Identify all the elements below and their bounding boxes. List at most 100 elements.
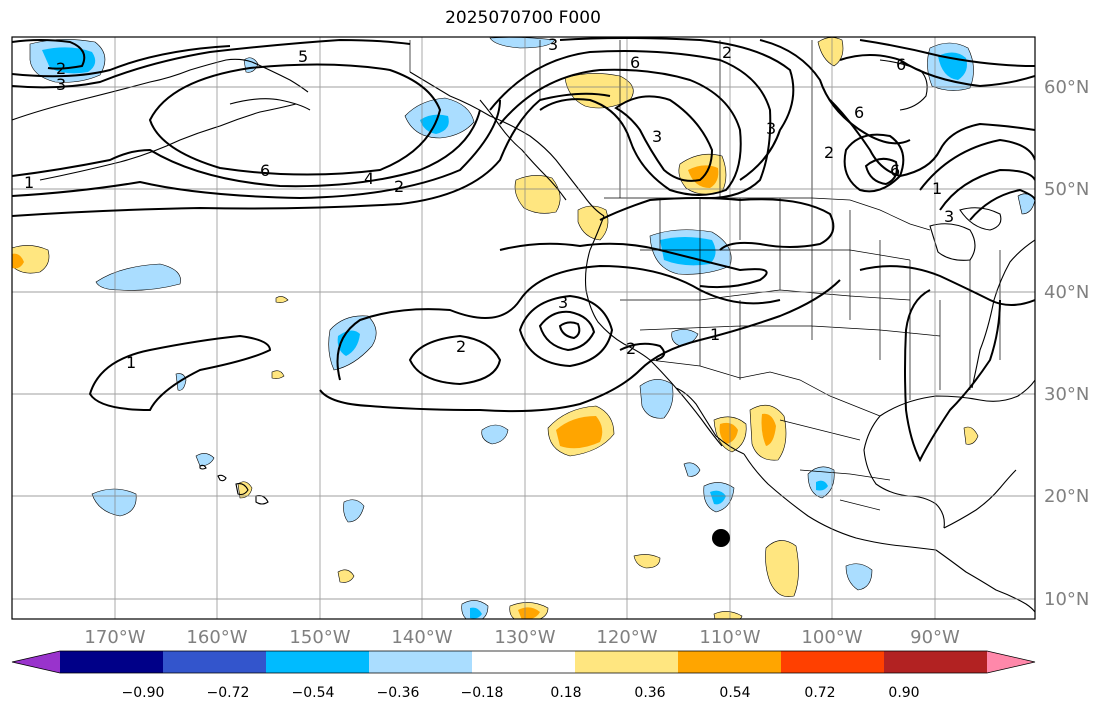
gulf-coast: [863, 379, 1035, 529]
atlantic-coast: [971, 239, 1035, 389]
cbar-tick-label: −0.90: [122, 685, 165, 701]
lat-label-10n: 10°N: [1044, 589, 1089, 610]
lon-label-90w: 90°W: [910, 627, 960, 648]
contour-line: [499, 68, 742, 196]
contour-line: [148, 63, 442, 176]
alaska-south-coast: [409, 71, 605, 217]
colorbar-segment: [60, 651, 164, 673]
anomaly-area: [489, 37, 556, 49]
anomaly-area: [470, 607, 482, 619]
contour-label: 6: [630, 53, 640, 72]
contour-line: [619, 342, 666, 361]
anomaly-area: [518, 607, 540, 619]
contour-line: [614, 95, 714, 182]
anomaly-area: [713, 611, 743, 619]
hawaii-islands: [199, 464, 269, 505]
storm-center-dot: [712, 529, 730, 547]
southeast-alaska-islands: [479, 99, 567, 201]
contour-line: [12, 109, 481, 188]
contour-line: [599, 197, 835, 251]
contour-line: [319, 279, 841, 413]
anomaly-area: [91, 488, 137, 517]
central-america-coast: [935, 549, 1035, 613]
anomaly-area: [765, 540, 799, 597]
canada-province-lines: [539, 40, 813, 198]
anomaly-area: [271, 370, 285, 379]
longitude-axis-labels: 170°W 160°W 150°W 140°W 130°W 120°W 110°…: [84, 627, 960, 648]
anomaly-area: [845, 563, 873, 591]
political-borders: [409, 40, 1001, 511]
anomaly-area: [12, 245, 50, 274]
anomaly-area: [761, 413, 776, 446]
anomaly-area: [175, 373, 187, 391]
cbar-tick-label: −0.18: [461, 685, 504, 701]
anomaly-area: [719, 422, 738, 444]
lat-label-40n: 40°N: [1044, 282, 1089, 303]
contour-label: 2: [626, 339, 636, 358]
cbar-tick-label: −0.72: [207, 685, 250, 701]
coastlines: [12, 58, 1035, 613]
contour-line: [558, 321, 581, 340]
contour-label: 4: [364, 169, 374, 188]
lat-label-60n: 60°N: [1044, 77, 1089, 98]
contour-line: [518, 294, 614, 368]
contour-label: 6: [854, 103, 864, 122]
contour-label: 1: [710, 325, 720, 344]
map-frame: [11, 36, 1036, 620]
anomaly-area: [556, 416, 603, 449]
contour-label: 2: [56, 59, 66, 78]
anomaly-area: [683, 462, 701, 477]
contour-line: [939, 168, 1035, 211]
shaded-anomaly-areas: [12, 37, 1035, 619]
colorbar-segment: [163, 651, 267, 673]
cbar-tick-label: 0.72: [804, 685, 835, 701]
colorbar-segment: [472, 651, 576, 673]
lon-label-130w: 130°W: [494, 627, 555, 648]
contour-line: [336, 264, 781, 381]
contour-label: 3: [652, 127, 662, 146]
anomaly-area: [817, 37, 844, 67]
contour-label: 3: [558, 293, 568, 312]
anomaly-area: [660, 237, 716, 266]
contour-line: [12, 99, 501, 200]
anomaly-area: [195, 453, 215, 467]
contour-line: [969, 188, 1035, 221]
contour-line: [759, 39, 911, 145]
contour-label: 3: [56, 75, 66, 94]
contour-label: 2: [456, 337, 466, 356]
yucatan-coast: [943, 469, 1017, 529]
contour-label: 3: [766, 119, 776, 138]
colorbar-extend-low: [12, 651, 60, 673]
contour-label: 6: [890, 161, 900, 180]
contour-line: [559, 37, 795, 181]
contour-line: [839, 54, 1035, 88]
contour-label: 6: [896, 55, 906, 74]
great-lakes: [929, 207, 1002, 261]
lon-label-120w: 120°W: [596, 627, 657, 648]
gridlines: [12, 37, 1035, 619]
contour-lines: [12, 37, 1035, 463]
contour-label: 2: [824, 143, 834, 162]
latitude-axis-labels: 60°N 50°N 40°N 30°N 20°N 10°N: [1044, 77, 1089, 610]
colorbar-segment: [678, 651, 782, 673]
anomaly-area: [577, 205, 609, 241]
lat-label-30n: 30°N: [1044, 384, 1089, 405]
contour-label: 3: [944, 207, 954, 226]
anomaly-area: [816, 480, 828, 491]
anomaly-area: [95, 263, 181, 291]
lon-label-100w: 100°W: [801, 627, 862, 648]
colorbar: [11, 650, 1036, 674]
contour-line: [859, 39, 1035, 67]
contour-label: 6: [260, 161, 270, 180]
contour-label: 2: [722, 43, 732, 62]
mexico-state-lines: [779, 419, 891, 511]
hudson-bay-coast: [879, 59, 928, 111]
contour-line: [12, 92, 611, 217]
contour-line: [489, 50, 772, 200]
contour-labels: 2 3 5 6 3 3 6 6 6 4 2 3 2 1 3 2 1 2 1 3 …: [24, 37, 954, 372]
cbar-tick-label: −0.36: [377, 685, 420, 701]
contour-line: [88, 334, 272, 412]
contour-line: [904, 289, 1001, 463]
lat-label-50n: 50°N: [1044, 179, 1089, 200]
